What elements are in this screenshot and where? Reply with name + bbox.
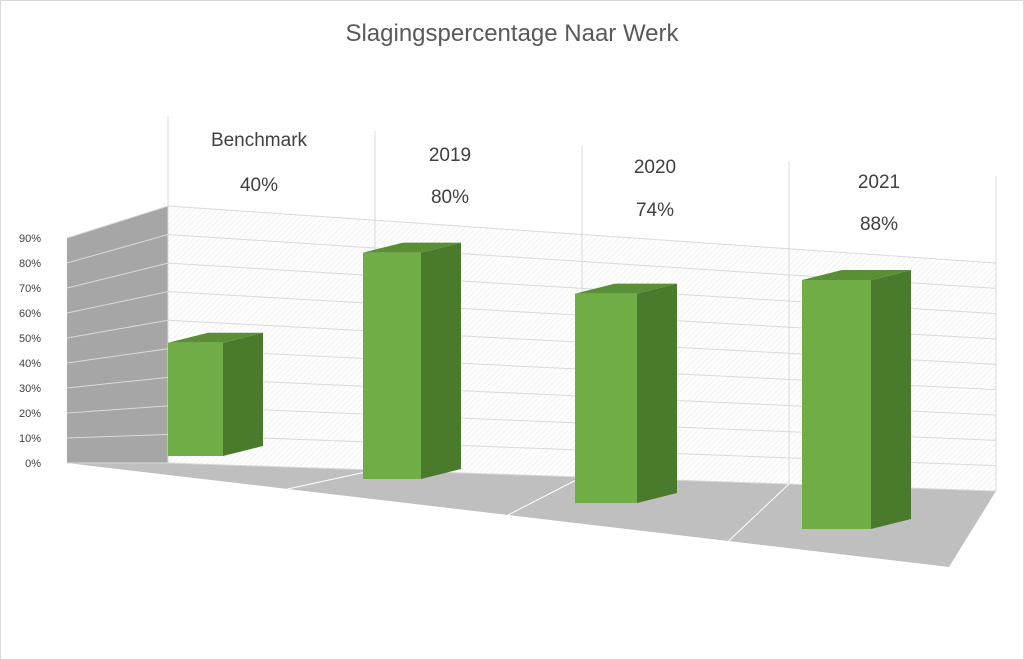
y-tick-label: 80% [19, 258, 41, 270]
data-label: 40% [240, 175, 278, 196]
y-tick-label: 50% [19, 333, 41, 345]
bar [802, 269, 911, 529]
bar-front [168, 342, 223, 456]
bar [575, 283, 677, 503]
y-tick-label: 90% [19, 233, 41, 245]
bar-front [575, 293, 637, 503]
bar-top [363, 242, 461, 253]
bar-top [802, 269, 911, 280]
category-label: 2020 [634, 157, 676, 178]
y-tick-label: 40% [19, 358, 41, 370]
y-tick-label: 20% [19, 408, 41, 420]
bar-side [421, 242, 461, 479]
bar-front [363, 252, 421, 479]
data-label: 74% [636, 200, 674, 221]
chart-left-wall [67, 206, 168, 463]
floor-separator [507, 476, 583, 516]
category-label: 2021 [858, 172, 900, 193]
bar-top [168, 332, 263, 343]
bar [363, 242, 461, 479]
bar-side [637, 283, 677, 503]
bar-top [575, 283, 677, 294]
y-tick-label: 60% [19, 308, 41, 320]
y-tick-label: 0% [25, 458, 41, 470]
chart-title: Slagingspercentage Naar Werk [345, 20, 679, 47]
y-tick-label: 70% [19, 283, 41, 295]
floor-separator [287, 469, 376, 490]
category-label: 2019 [429, 145, 471, 166]
bar-front [802, 279, 871, 529]
y-tick-label: 30% [19, 383, 41, 395]
data-label: 88% [860, 214, 898, 235]
chart-floor [67, 463, 996, 567]
floor-separator [728, 483, 790, 542]
y-tick-label: 10% [19, 433, 41, 445]
category-label: Benchmark [211, 130, 308, 151]
bar-side [871, 269, 911, 529]
bar [168, 332, 263, 456]
data-label: 80% [431, 187, 469, 208]
bar-side [223, 332, 263, 456]
